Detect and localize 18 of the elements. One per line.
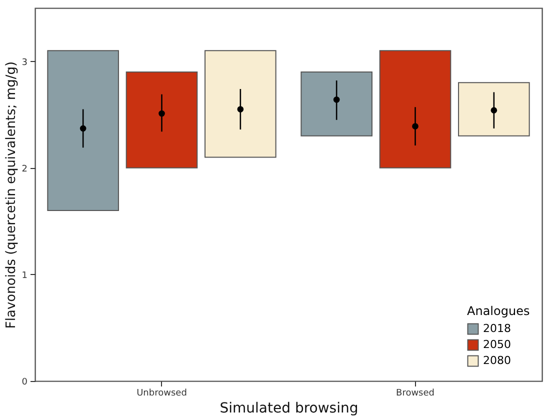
bar xyxy=(300,71,372,136)
legend-label: 2050 xyxy=(483,338,511,351)
bar xyxy=(379,50,452,168)
legend-label: 2080 xyxy=(483,354,511,367)
x-tick-label: Browsed xyxy=(396,388,434,398)
bar xyxy=(204,50,276,158)
x-tick-label: Unbrowsed xyxy=(136,388,187,398)
y-tick-label: 2 xyxy=(22,164,28,174)
y-axis-title: Flavonoids (quercetin equivalents; mg/g) xyxy=(4,61,19,329)
bar xyxy=(126,71,198,168)
bar xyxy=(47,50,119,211)
legend-label: 2018 xyxy=(483,322,511,335)
y-tick-label: 3 xyxy=(22,58,28,68)
y-tick-label: 1 xyxy=(22,270,28,281)
legend-title: Analogues xyxy=(467,304,530,318)
y-tick-label: 0 xyxy=(22,378,28,388)
bar xyxy=(458,82,530,136)
x-axis-title: Simulated browsing xyxy=(220,400,358,416)
